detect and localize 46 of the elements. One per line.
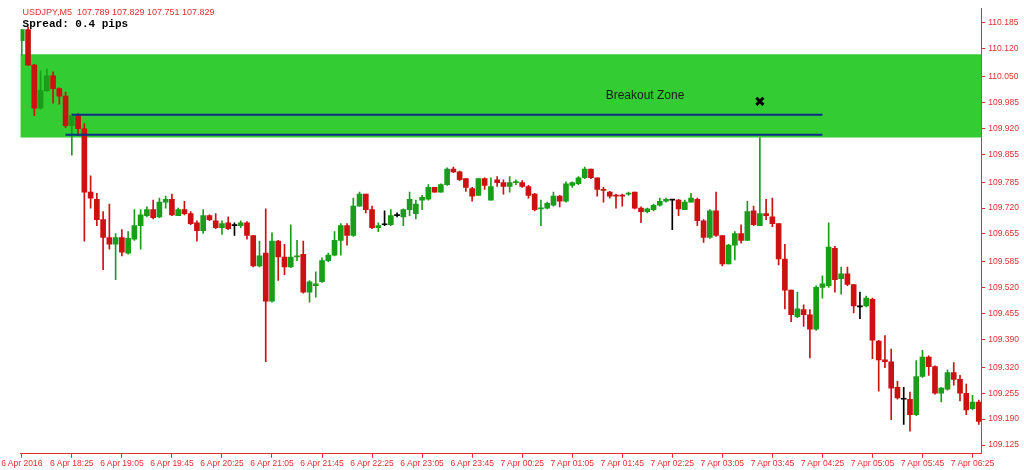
y-tick-label: 109.190 [988, 413, 1020, 424]
candlestick [900, 386, 907, 425]
y-tick-label: 109.720 [988, 202, 1020, 213]
y-tick-label: 109.455 [988, 307, 1020, 318]
y-tick-label: 109.320 [988, 361, 1020, 372]
y-tick-label: 109.390 [988, 333, 1020, 344]
y-tick-label: 110.185 [988, 17, 1019, 28]
y-tick-label: 109.520 [988, 282, 1020, 293]
candlestick [287, 224, 294, 269]
x-tick-label: 6 Apr 23:45 [450, 458, 495, 469]
x-tick-label: 7 Apr 01:45 [600, 458, 645, 469]
x-tick-label: 7 Apr 02:25 [650, 458, 695, 469]
x-tick-label: 6 Apr 19:45 [150, 458, 194, 469]
x-tick-label: 7 Apr 03:45 [750, 458, 795, 469]
x-tick-label: 7 Apr 05:05 [850, 458, 895, 469]
y-tick-label: 109.920 [988, 122, 1020, 133]
chart-title: USDJPY,M5 107.789 107.829 107.751 107.829 [22, 7, 215, 18]
x-tick-label: 7 Apr 01:05 [550, 458, 595, 469]
x-tick-label: 6 Apr 18:25 [50, 458, 94, 469]
candlestick [857, 291, 863, 320]
x-tick-label: 7 Apr 04:25 [800, 458, 845, 469]
candlestick [757, 137, 763, 226]
y-tick-label: 109.255 [988, 387, 1020, 398]
x-tick-label: 7 Apr 06:25 [950, 458, 995, 469]
y-tick-label: 109.585 [988, 256, 1020, 267]
x-tick-label: 6 Apr 2016 [1, 458, 43, 469]
band-label: Breakout Zone [605, 88, 685, 103]
x-tick-label: 7 Apr 03:05 [700, 458, 745, 469]
y-tick-label: 110.120 [988, 43, 1019, 54]
x-tick-label: 6 Apr 20:25 [200, 458, 244, 469]
y-tick-label: 109.655 [988, 228, 1020, 239]
y-tick-label: 109.125 [988, 439, 1020, 450]
x-tick-label: 6 Apr 21:05 [250, 458, 294, 469]
text: Spread: 0.4 pips [22, 18, 129, 31]
candlestick [838, 266, 844, 295]
x-tick-label: 6 Apr 21:45 [300, 458, 345, 469]
x-tick-label: 7 Apr 00:25 [500, 458, 545, 469]
y-tick-label: 109.785 [988, 176, 1020, 187]
x-tick-label: 7 Apr 05:45 [900, 458, 945, 469]
x-tick-label: 6 Apr 19:05 [100, 458, 144, 469]
y-tick-label: 110.050 [988, 70, 1019, 81]
x-tick-label: 6 Apr 23:05 [400, 458, 445, 469]
candlestick [763, 198, 769, 220]
y-tick-label: 109.855 [988, 148, 1020, 159]
x-tick-label: 6 Apr 22:25 [350, 458, 395, 469]
y-tick-label: 109.985 [988, 96, 1020, 107]
